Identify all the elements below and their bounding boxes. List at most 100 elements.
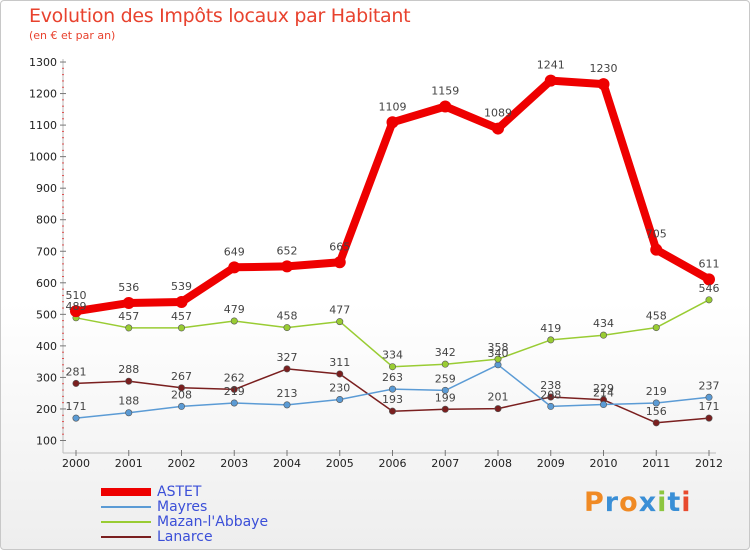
y-tick-label: 1300	[29, 56, 57, 69]
data-label-astet: 1109	[379, 100, 407, 113]
data-label-lanarce: 171	[699, 400, 720, 413]
data-point-mayres	[599, 401, 607, 409]
data-point-lanarce	[230, 385, 238, 393]
data-point-lanarce	[494, 405, 502, 413]
data-label-mayres: 213	[277, 387, 298, 400]
data-label-mayres: 188	[118, 395, 139, 408]
x-tick-label: 2002	[168, 457, 196, 470]
data-label-astet: 649	[224, 245, 245, 258]
x-tick-label: 2012	[695, 457, 723, 470]
data-point-lanarce	[441, 405, 449, 413]
y-tick-label: 800	[36, 214, 57, 227]
data-point-mayres	[705, 393, 713, 401]
y-tick-label: 700	[36, 245, 57, 258]
data-point-astet	[439, 100, 452, 113]
data-label-mazan-l-abbaye: 489	[66, 300, 87, 313]
data-label-astet: 611	[699, 257, 720, 270]
data-label-lanarce: 199	[435, 391, 456, 404]
data-label-lanarce: 193	[382, 393, 403, 406]
data-point-mazan-l-abbaye	[494, 355, 502, 363]
data-label-lanarce: 288	[118, 363, 139, 376]
y-tick-label: 300	[36, 371, 57, 384]
y-tick-label: 900	[36, 182, 57, 195]
data-point-mazan-l-abbaye	[283, 324, 291, 332]
legend-swatch	[101, 506, 151, 508]
data-label-lanarce: 156	[646, 405, 667, 418]
data-label-mazan-l-abbaye: 358	[488, 341, 509, 354]
data-point-mayres	[72, 414, 80, 422]
data-label-astet: 1159	[431, 84, 459, 97]
x-tick-label: 2004	[273, 457, 301, 470]
y-tick-label: 1000	[29, 151, 57, 164]
y-tick-label: 500	[36, 308, 57, 321]
data-label-astet: 539	[171, 280, 192, 293]
data-label-mayres: 263	[382, 371, 403, 384]
data-point-lanarce	[547, 393, 555, 401]
data-point-lanarce	[72, 379, 80, 387]
data-label-astet: 510	[66, 289, 87, 302]
legend-swatch	[101, 536, 151, 538]
x-tick-label: 2000	[62, 457, 90, 470]
data-point-astet	[386, 116, 399, 129]
data-label-mayres: 230	[329, 381, 350, 394]
proxiti-logo: Proxiti	[584, 487, 692, 518]
data-label-astet: 665	[329, 240, 350, 253]
logo-letter: P	[584, 487, 605, 518]
data-label-mazan-l-abbaye: 458	[277, 310, 298, 323]
data-label-mayres: 208	[171, 388, 192, 401]
x-tick-label: 2011	[642, 457, 670, 470]
legend-swatch	[101, 488, 151, 496]
data-label-lanarce: 238	[540, 379, 561, 392]
data-point-lanarce	[178, 384, 186, 392]
data-label-mazan-l-abbaye: 479	[224, 303, 245, 316]
data-point-astet	[281, 260, 293, 273]
data-point-mazan-l-abbaye	[599, 331, 607, 339]
data-point-astet	[122, 296, 135, 309]
data-point-mayres	[547, 402, 555, 410]
data-label-astet: 1230	[590, 62, 618, 75]
data-point-mazan-l-abbaye	[230, 317, 238, 325]
data-point-lanarce	[336, 370, 344, 378]
data-point-mayres	[441, 386, 449, 394]
series-line-astet	[72, 76, 713, 316]
chart-subtitle: (en € et par an)	[29, 29, 116, 42]
data-label-astet: 1089	[484, 107, 512, 120]
data-point-mazan-l-abbaye	[547, 336, 555, 344]
x-tick-label: 2005	[326, 457, 354, 470]
data-point-mazan-l-abbaye	[705, 296, 713, 304]
data-point-astet	[70, 305, 82, 318]
data-point-astet	[175, 296, 188, 309]
legend-label: Lanarce	[157, 529, 213, 545]
y-tick-label: 400	[36, 340, 57, 353]
data-label-astet: 705	[646, 228, 667, 241]
logo-letter: t	[667, 487, 682, 518]
data-point-mayres	[336, 395, 344, 403]
x-tick-label: 2009	[537, 457, 565, 470]
logo-letter: r	[604, 487, 620, 518]
data-label-lanarce: 229	[593, 382, 614, 395]
data-label-mazan-l-abbaye: 419	[540, 322, 561, 335]
data-label-mayres: 214	[593, 387, 614, 400]
y-tick-label: 100	[36, 435, 57, 448]
x-tick-label: 2001	[115, 457, 143, 470]
data-point-mayres	[652, 399, 660, 407]
data-label-mazan-l-abbaye: 457	[118, 310, 139, 323]
legend-label: ASTET	[157, 484, 202, 500]
data-point-astet	[703, 273, 715, 286]
data-point-lanarce	[705, 414, 713, 422]
data-label-lanarce: 262	[224, 371, 245, 384]
data-label-mazan-l-abbaye: 458	[646, 310, 667, 323]
x-tick-label: 2007	[431, 457, 459, 470]
data-label-lanarce: 201	[488, 391, 509, 404]
data-label-astet: 536	[118, 281, 139, 294]
x-tick-label: 2006	[379, 457, 407, 470]
data-point-mayres	[283, 401, 291, 409]
data-label-mayres: 219	[646, 385, 667, 398]
data-point-astet	[333, 256, 346, 269]
data-point-mazan-l-abbaye	[388, 363, 396, 371]
legend-swatch	[101, 521, 151, 523]
data-point-astet	[597, 78, 610, 91]
data-point-mazan-l-abbaye	[178, 324, 186, 332]
data-label-mazan-l-abbaye: 477	[329, 304, 350, 317]
